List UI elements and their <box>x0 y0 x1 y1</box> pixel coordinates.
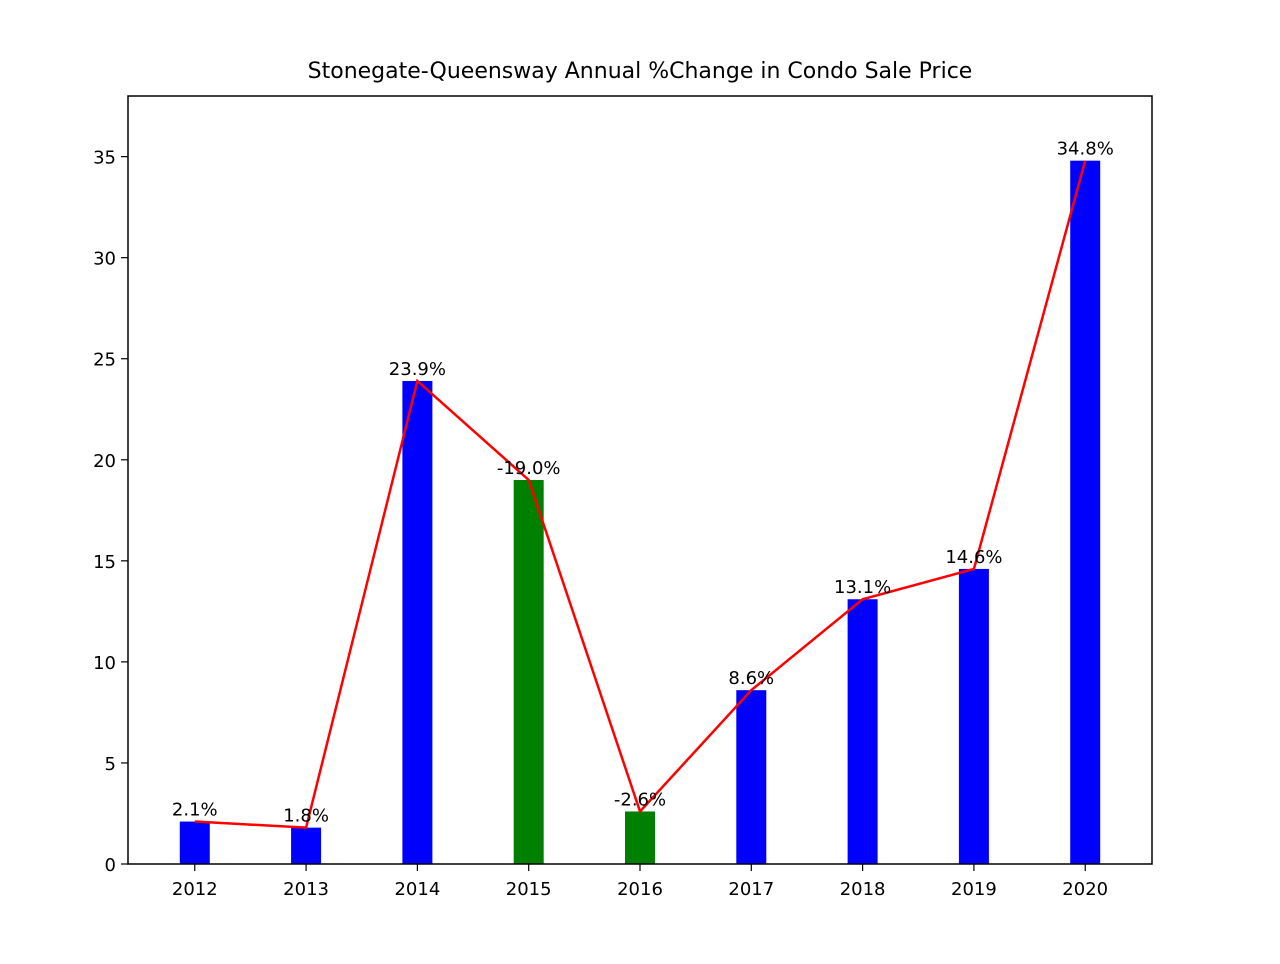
x-tick-label-2019: 2019 <box>951 879 997 900</box>
bar-label-2013: 1.8% <box>283 806 329 827</box>
y-tick-label-25: 25 <box>93 350 116 371</box>
bar-2016 <box>625 811 655 864</box>
bar-2014 <box>402 380 433 864</box>
bar-2012 <box>179 821 210 864</box>
x-tick-label-2014: 2014 <box>394 879 440 900</box>
bar-2015 <box>513 480 544 864</box>
bar-label-2012: 2.1% <box>172 800 218 821</box>
x-tick-label-2020: 2020 <box>1062 879 1108 900</box>
bar-label-2019: 14.6% <box>945 547 1002 568</box>
chart-title: Stonegate-Queensway Annual %Change in Co… <box>308 59 973 84</box>
x-tick-label-2016: 2016 <box>617 879 663 900</box>
trend-line <box>194 160 1087 829</box>
bar-2020 <box>1070 160 1101 864</box>
plot-frame <box>127 95 1153 865</box>
y-tick-label-0: 0 <box>105 855 116 876</box>
trend-line-layer <box>194 160 1087 829</box>
x-tick-label-2017: 2017 <box>728 879 774 900</box>
bar-label-2018: 13.1% <box>834 577 891 598</box>
bar-label-2015: -19.0% <box>497 458 561 479</box>
bars-layer <box>179 160 1101 864</box>
y-tick-label-10: 10 <box>93 653 116 674</box>
y-tick-label-15: 15 <box>93 552 116 573</box>
x-tick-label-2015: 2015 <box>506 879 552 900</box>
y-axis: 0 5 10 15 20 25 30 35 <box>93 148 128 876</box>
bar-label-2017: 8.6% <box>728 668 774 689</box>
y-tick-label-30: 30 <box>93 249 116 270</box>
bar-labels-layer: 2.1% 1.8% 23.9% -19.0% -2.6% 8.6% 13.1% 14.6% 34… <box>172 139 1114 827</box>
y-tick-label-5: 5 <box>105 754 116 775</box>
x-axis: 2012 2013 2014 2015 2016 2017 2018 2019 2020 <box>172 864 1108 900</box>
bar-2013 <box>291 827 322 864</box>
bar-2018 <box>847 599 878 864</box>
y-tick-label-20: 20 <box>93 451 116 472</box>
x-tick-label-2018: 2018 <box>840 879 886 900</box>
bar-label-2016: -2.6% <box>614 789 666 810</box>
bar-2017 <box>736 690 767 864</box>
x-tick-label-2012: 2012 <box>172 879 218 900</box>
bar-label-2014: 23.9% <box>389 359 446 380</box>
bar-2019 <box>958 568 989 864</box>
y-tick-label-35: 35 <box>93 148 116 169</box>
x-tick-label-2013: 2013 <box>283 879 329 900</box>
bar-label-2020: 34.8% <box>1057 139 1114 160</box>
